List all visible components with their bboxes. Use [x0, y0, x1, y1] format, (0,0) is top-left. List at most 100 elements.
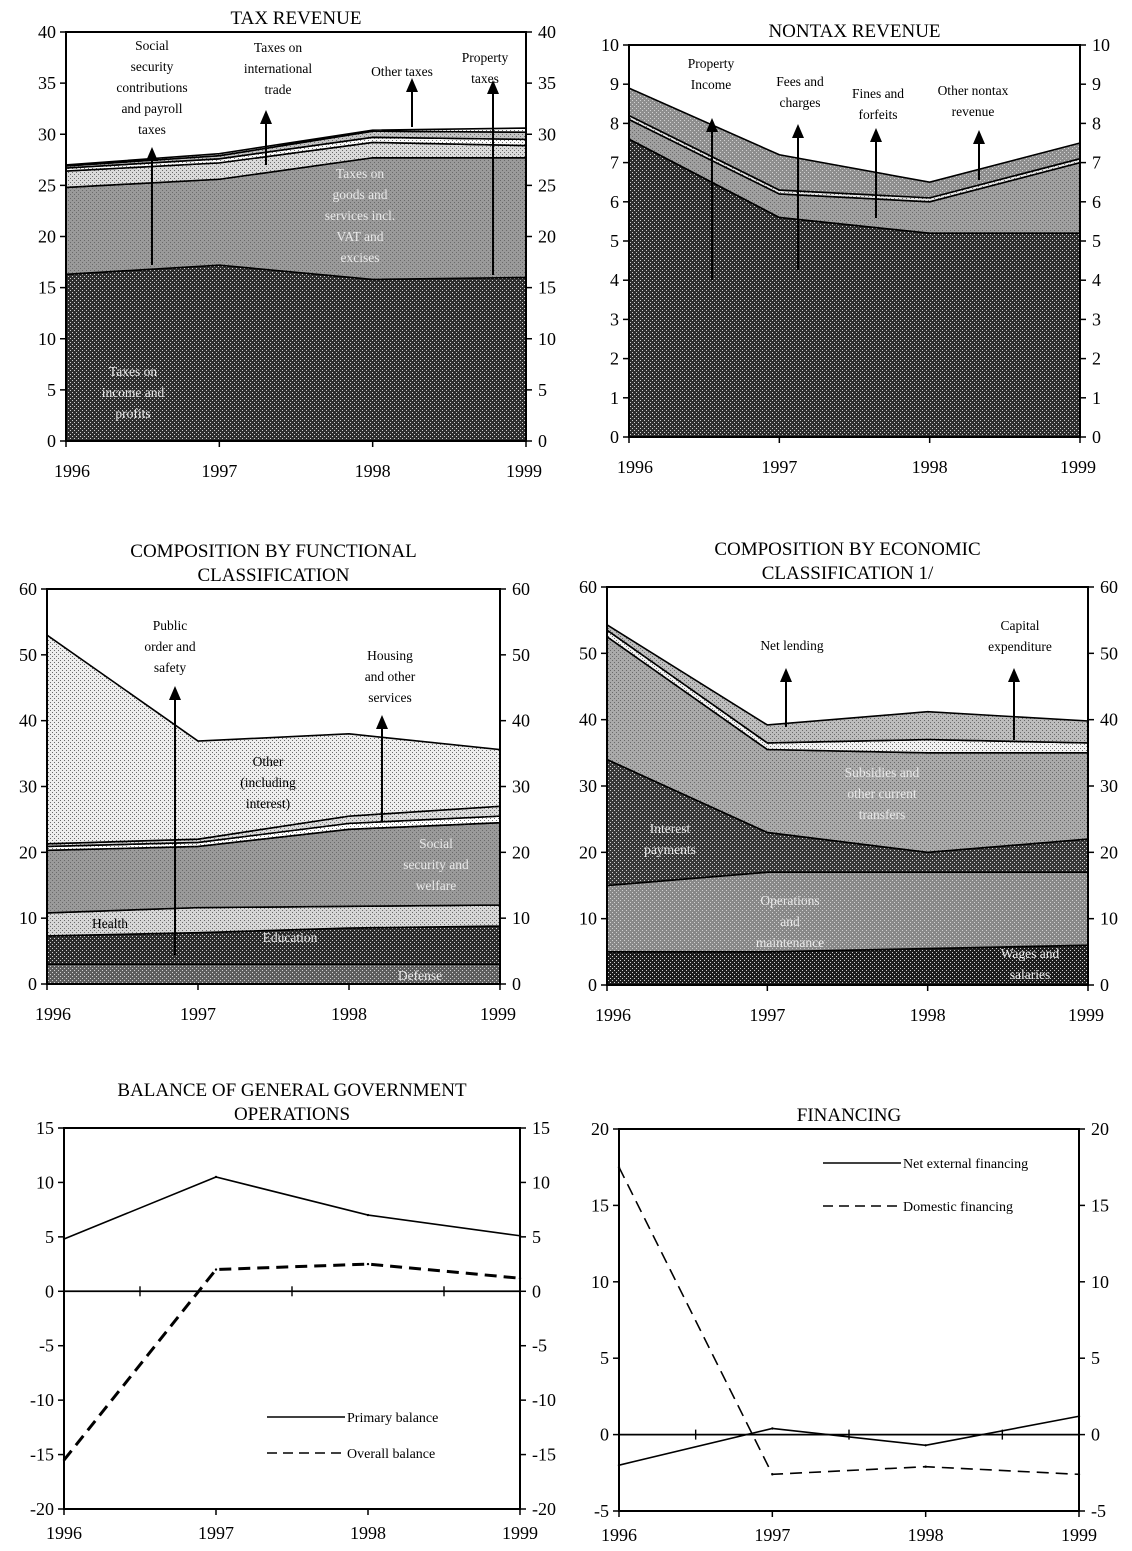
y-tick-label: 10: [19, 908, 37, 928]
series-label: revenue: [952, 104, 995, 119]
series-line: [62, 1262, 521, 1461]
series-label: welfare: [416, 878, 456, 893]
x-tick-label: 1996: [46, 1523, 82, 1543]
x-tick-label: 1997: [749, 1005, 785, 1025]
arrow-head: [706, 118, 718, 132]
x-tick-label: 1997: [761, 457, 797, 477]
y-tick-label: 6: [610, 192, 619, 212]
series-label: Operations: [760, 893, 819, 908]
series-label: contributions: [116, 80, 187, 95]
arrow-head: [487, 80, 499, 94]
series-label: Taxes on: [109, 364, 157, 379]
series-label: safety: [154, 660, 186, 675]
series-label: order and: [144, 639, 196, 654]
y-tick-label: -15: [532, 1445, 556, 1465]
x-tick-label: 1997: [201, 461, 237, 481]
series-label: and other: [365, 669, 416, 684]
legend-label: Domestic financing: [903, 1200, 1013, 1215]
arrow-head: [146, 147, 158, 161]
y-tick-label: -15: [30, 1445, 54, 1465]
chart-title: TAX REVENUE: [231, 8, 362, 29]
series-label: Other nontax: [938, 83, 1009, 98]
x-tick-label: 1999: [480, 1004, 516, 1024]
y-tick-label: -5: [532, 1336, 547, 1356]
series-line: [618, 1166, 1080, 1476]
y-tick-label: 20: [538, 227, 556, 247]
y-tick-label: 60: [19, 579, 37, 599]
plot-frame: [618, 1128, 1080, 1512]
chart-title: COMPOSITION BY ECONOMIC: [714, 539, 980, 560]
y-tick-label: 60: [579, 577, 597, 597]
y-tick-label: 25: [38, 175, 56, 195]
y-tick-label: 8: [1092, 113, 1101, 133]
data-point: [771, 1473, 774, 1476]
x-tick-label: 1996: [35, 1004, 71, 1024]
series-label: taxes: [471, 71, 499, 86]
y-tick-label: 0: [28, 974, 37, 994]
data-point: [366, 1262, 370, 1266]
y-tick-label: -20: [30, 1499, 54, 1519]
y-tick-label: 0: [600, 1425, 609, 1445]
y-tick-label: 15: [538, 278, 556, 298]
y-tick-label: 30: [579, 776, 597, 796]
series-label: income and: [102, 385, 165, 400]
y-tick-label: 8: [610, 113, 619, 133]
y-tick-label: 2: [610, 349, 619, 369]
y-tick-label: 20: [1100, 842, 1118, 862]
series-label: Net lending: [760, 638, 824, 653]
chart-financing: FINANCING Net external financing Domestic …: [591, 1105, 1109, 1545]
y-tick-label: 30: [538, 124, 556, 144]
y-tick-label: 15: [532, 1118, 550, 1138]
y-tick-label: 35: [538, 73, 556, 93]
y-tick-label: 10: [591, 1272, 609, 1292]
series-label: trade: [265, 82, 292, 97]
area-band: [606, 871, 1089, 953]
y-tick-label: 0: [610, 427, 619, 447]
y-tick-label: 10: [36, 1172, 54, 1192]
y-tick-label: 0: [532, 1281, 541, 1301]
y-tick-label: 4: [610, 270, 619, 290]
series-label: taxes: [138, 122, 166, 137]
x-tick-label: 1998: [331, 1004, 367, 1024]
y-tick-label: 20: [512, 842, 530, 862]
chart-title: OPERATIONS: [234, 1104, 350, 1125]
x-tick-label: 1999: [502, 1523, 538, 1543]
series-label: security: [131, 59, 174, 74]
series-label: Health: [92, 916, 128, 931]
x-tick-label: 1998: [350, 1523, 386, 1543]
series-label: transfers: [859, 807, 905, 822]
x-tick-label: 1996: [54, 461, 90, 481]
series-label: Fees and: [776, 74, 824, 89]
y-tick-label: 0: [512, 974, 521, 994]
y-tick-label: 7: [610, 153, 619, 173]
y-tick-label: 6: [1092, 192, 1101, 212]
y-tick-label: 20: [1091, 1119, 1109, 1139]
series-label: Other taxes: [371, 64, 433, 79]
series-label: and payroll: [121, 101, 182, 116]
arrow-head: [780, 668, 792, 682]
y-tick-label: 5: [1091, 1348, 1100, 1368]
chart-title: CLASSIFICATION: [197, 565, 349, 586]
series-label: profits: [115, 406, 150, 421]
series-label: Wages and: [1001, 946, 1060, 961]
series-label: Taxes on: [254, 40, 302, 55]
y-tick-label: 25: [538, 175, 556, 195]
x-tick-label: 1997: [754, 1525, 790, 1545]
x-tick-label: 1998: [908, 1525, 944, 1545]
series-label: expenditure: [988, 639, 1052, 654]
chart-title: BALANCE OF GENERAL GOVERNMENT: [117, 1080, 467, 1101]
series-label: charges: [780, 95, 821, 110]
y-tick-label: 9: [610, 74, 619, 94]
series-label: and: [780, 914, 800, 929]
x-tick-label: 1999: [1068, 1005, 1104, 1025]
series-label: (including: [240, 775, 296, 790]
y-tick-label: 5: [47, 380, 56, 400]
series-label: Fines and: [852, 86, 904, 101]
arrow-head: [792, 124, 804, 138]
chart-title: CLASSIFICATION 1/: [762, 563, 934, 584]
data-point: [214, 1175, 218, 1179]
legend-label: Primary balance: [347, 1411, 438, 1426]
data-point: [924, 1465, 927, 1468]
chart-economic: COMPOSITION BY ECONOMIC CLASSIFICATION 1/…: [579, 539, 1118, 1025]
x-tick-label: 1998: [910, 1005, 946, 1025]
